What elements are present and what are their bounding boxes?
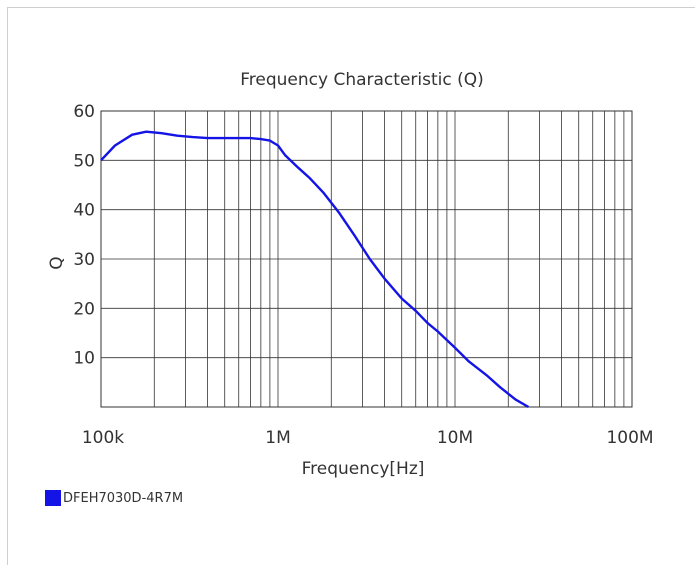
plot-area-border bbox=[100, 110, 633, 408]
y-tick-label: 50 bbox=[73, 151, 95, 171]
y-tick-label: 20 bbox=[73, 299, 95, 319]
series-line-dfeh7030d-4r7m bbox=[100, 130, 530, 409]
x-tick-labels: 100k 1M 10M 100M bbox=[82, 428, 654, 448]
x-tick-label: 100k bbox=[82, 428, 124, 448]
x-tick-label: 100M bbox=[606, 428, 653, 448]
y-axis-label: Q bbox=[47, 256, 67, 269]
y-tick-labels: 10 20 30 40 50 60 bbox=[73, 102, 95, 369]
y-tick-label: 10 bbox=[73, 349, 95, 369]
x-tick-label: 10M bbox=[437, 428, 473, 448]
x-axis-label: Frequency[Hz] bbox=[302, 459, 425, 479]
y-tick-label: 40 bbox=[73, 201, 95, 221]
y-tick-label: 30 bbox=[73, 250, 95, 270]
chart-frame bbox=[7, 7, 695, 565]
chart-title: Frequency Characteristic (Q) bbox=[240, 70, 484, 90]
y-tick-label: 60 bbox=[73, 102, 95, 122]
x-tick-label: 1M bbox=[265, 428, 290, 448]
legend: DFEH7030D-4R7M bbox=[45, 490, 183, 506]
plot-grid bbox=[101, 111, 632, 407]
legend-swatch bbox=[45, 490, 61, 506]
legend-label: DFEH7030D-4R7M bbox=[63, 490, 184, 506]
